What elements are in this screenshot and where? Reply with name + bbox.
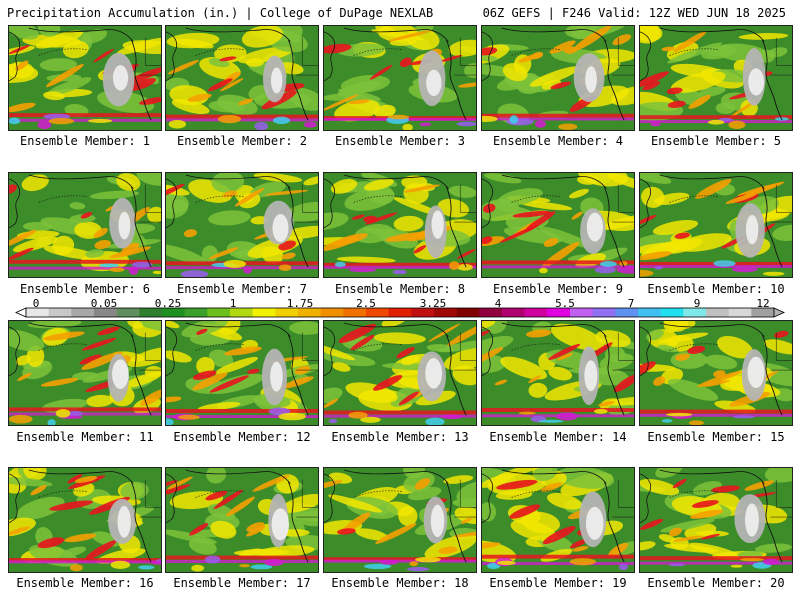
ensemble-member-label: Ensemble Member: 16 — [16, 576, 154, 590]
ensemble-member-map — [639, 467, 793, 573]
ensemble-member-map — [165, 172, 319, 278]
ensemble-member-map — [323, 25, 477, 131]
ensemble-member-map — [165, 25, 319, 131]
ensemble-member-map — [639, 25, 793, 131]
ensemble-member-label: Ensemble Member: 4 — [492, 134, 624, 148]
ensemble-member-map — [323, 320, 477, 426]
colorbar-tick-label: 1 — [229, 297, 237, 310]
colorbar-tick-label: 12 — [756, 297, 770, 310]
ensemble-member-label: Ensemble Member: 14 — [489, 430, 627, 444]
ensemble-member-map — [8, 172, 162, 278]
ensemble-member-map — [8, 467, 162, 573]
colorbar-tick-label: 7 — [627, 297, 635, 310]
map-title: Precipitation Accumulation (in.) | Colle… — [7, 6, 434, 20]
ensemble-member-map — [481, 467, 635, 573]
colorbar-tick-label: 0 — [32, 297, 40, 310]
ensemble-member-map — [8, 320, 162, 426]
ensemble-member-label: Ensemble Member: 20 — [647, 576, 785, 590]
colorbar-tick-label: 0.05 — [90, 297, 118, 310]
ensemble-member-map — [481, 320, 635, 426]
colorbar-tick-label: 4 — [494, 297, 502, 310]
colorbar-tick-label: 2.5 — [356, 297, 376, 310]
colorbar-tick-label: 0.25 — [154, 297, 182, 310]
ensemble-member-map — [481, 25, 635, 131]
ensemble-member-map — [481, 172, 635, 278]
colorbar-tick-label: 5.5 — [555, 297, 575, 310]
precip-colorbar — [15, 307, 785, 318]
ensemble-member-map — [639, 320, 793, 426]
ensemble-member-label: Ensemble Member: 8 — [334, 282, 466, 296]
run-info: 06Z GEFS | F246 Valid: 12Z WED JUN 18 20… — [482, 6, 786, 20]
ensemble-member-label: Ensemble Member: 5 — [650, 134, 782, 148]
ensemble-member-label: Ensemble Member: 11 — [16, 430, 154, 444]
colorbar-tick-label: 9 — [693, 297, 701, 310]
colorbar-tick-label: 3.25 — [419, 297, 447, 310]
ensemble-member-map — [639, 172, 793, 278]
ensemble-member-label: Ensemble Member: 15 — [647, 430, 785, 444]
ensemble-member-label: Ensemble Member: 13 — [331, 430, 469, 444]
ensemble-member-map — [165, 320, 319, 426]
ensemble-member-map — [8, 25, 162, 131]
ensemble-member-label: Ensemble Member: 6 — [19, 282, 151, 296]
ensemble-member-label: Ensemble Member: 17 — [173, 576, 311, 590]
ensemble-member-label: Ensemble Member: 9 — [492, 282, 624, 296]
ensemble-member-map — [323, 467, 477, 573]
ensemble-member-label: Ensemble Member: 7 — [176, 282, 308, 296]
ensemble-member-label: Ensemble Member: 10 — [647, 282, 785, 296]
ensemble-member-label: Ensemble Member: 18 — [331, 576, 469, 590]
ensemble-member-map — [323, 172, 477, 278]
ensemble-member-label: Ensemble Member: 1 — [19, 134, 151, 148]
colorbar-tick-label: 1.75 — [286, 297, 314, 310]
ensemble-member-label: Ensemble Member: 2 — [176, 134, 308, 148]
ensemble-member-map — [165, 467, 319, 573]
ensemble-member-label: Ensemble Member: 12 — [173, 430, 311, 444]
ensemble-member-label: Ensemble Member: 19 — [489, 576, 627, 590]
ensemble-member-label: Ensemble Member: 3 — [334, 134, 466, 148]
